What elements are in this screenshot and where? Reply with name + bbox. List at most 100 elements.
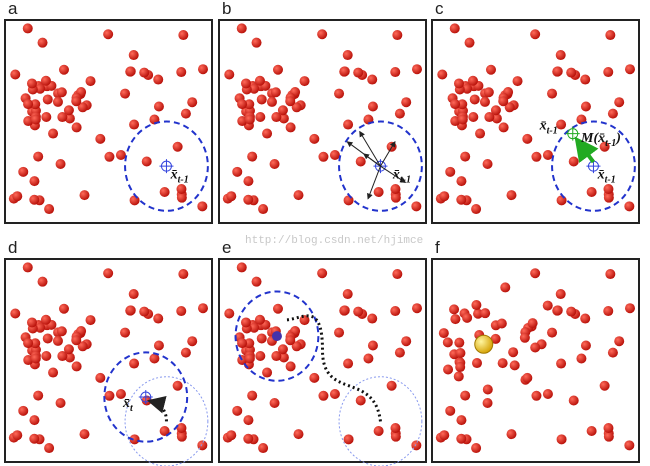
data-point — [254, 314, 265, 325]
annotation-text: x̄ — [122, 396, 130, 411]
window — [124, 376, 209, 466]
data-point — [482, 398, 493, 409]
data-point — [262, 367, 273, 378]
data-point — [48, 128, 59, 139]
data-point — [26, 317, 37, 328]
data-point — [460, 390, 471, 401]
data-point — [22, 262, 33, 273]
data-point — [605, 30, 616, 41]
data-point — [30, 114, 41, 125]
data-point — [309, 133, 320, 144]
data-point — [249, 83, 260, 94]
data-point — [355, 156, 366, 167]
data-point — [35, 322, 46, 333]
data-point — [58, 303, 69, 314]
data-point — [139, 67, 150, 78]
data-point — [367, 340, 378, 351]
data-point — [522, 372, 533, 383]
data-point — [343, 119, 354, 130]
data-point — [258, 204, 269, 215]
data-point — [58, 64, 69, 75]
data-point — [485, 64, 496, 75]
annotation-text: x̄ — [392, 167, 400, 182]
vector — [380, 140, 396, 167]
data-point — [10, 308, 21, 319]
data-point — [386, 380, 397, 391]
data-point — [104, 390, 115, 401]
data-point — [469, 94, 480, 105]
data-point — [125, 305, 136, 316]
data-point — [64, 113, 75, 124]
data-point — [471, 204, 482, 215]
annotation-text: M(x̄ — [580, 131, 605, 146]
data-point — [530, 268, 541, 279]
data-point — [343, 434, 354, 445]
vector — [363, 153, 381, 167]
annotation-sub: t-1 — [605, 174, 616, 185]
data-point — [576, 353, 587, 364]
data-point — [509, 360, 520, 371]
data-point — [450, 99, 461, 110]
data-point — [605, 269, 616, 280]
data-point — [85, 76, 96, 87]
data-point — [480, 308, 491, 319]
data-point — [172, 141, 183, 152]
data-point — [272, 303, 283, 314]
data-point — [224, 69, 235, 80]
data-point — [285, 361, 296, 372]
data-point — [490, 105, 501, 116]
data-point — [254, 75, 265, 86]
data-point — [249, 322, 260, 333]
data-point — [285, 335, 296, 346]
data-point — [30, 338, 41, 349]
data-point — [624, 201, 635, 212]
panel: f — [431, 238, 640, 463]
data-point — [624, 64, 635, 75]
data-point — [506, 429, 517, 440]
data-point — [79, 429, 90, 440]
data-point — [40, 314, 51, 325]
data-point — [392, 269, 403, 280]
data-point — [367, 313, 378, 324]
data-point — [293, 429, 304, 440]
watermark: http://blog.csdn.net/hjimce — [245, 235, 423, 247]
data-point — [176, 183, 187, 194]
panel-label: f — [435, 238, 440, 257]
data-point — [79, 190, 90, 201]
data-point — [475, 128, 486, 139]
data-point — [139, 306, 150, 317]
trajectory — [285, 314, 382, 422]
data-point — [504, 102, 515, 113]
data-point — [329, 150, 340, 161]
data-point — [542, 150, 553, 161]
data-point — [255, 112, 266, 123]
window — [338, 120, 423, 212]
data-point — [603, 67, 614, 78]
data-point — [269, 159, 280, 170]
data-point — [197, 64, 208, 75]
data-point — [462, 83, 473, 94]
data-point — [343, 358, 354, 369]
data-point — [445, 405, 456, 416]
data-point — [437, 69, 448, 80]
data-point — [187, 97, 198, 108]
data-point — [556, 358, 567, 369]
data-point — [243, 176, 254, 187]
annotation-sub: t-1 — [547, 126, 558, 137]
data-point — [411, 201, 422, 212]
data-point — [237, 116, 248, 127]
data-point — [33, 390, 44, 401]
data-point — [71, 96, 82, 107]
panel-label: e — [222, 238, 231, 257]
data-point — [473, 308, 484, 319]
data-point — [197, 201, 208, 212]
data-point — [29, 194, 40, 205]
data-point — [243, 194, 254, 205]
data-point — [95, 133, 106, 144]
data-point — [512, 76, 523, 87]
data-point — [496, 318, 507, 329]
data-point — [490, 333, 501, 344]
data-point — [467, 75, 478, 86]
data-point — [394, 108, 405, 119]
data-point — [568, 395, 579, 406]
